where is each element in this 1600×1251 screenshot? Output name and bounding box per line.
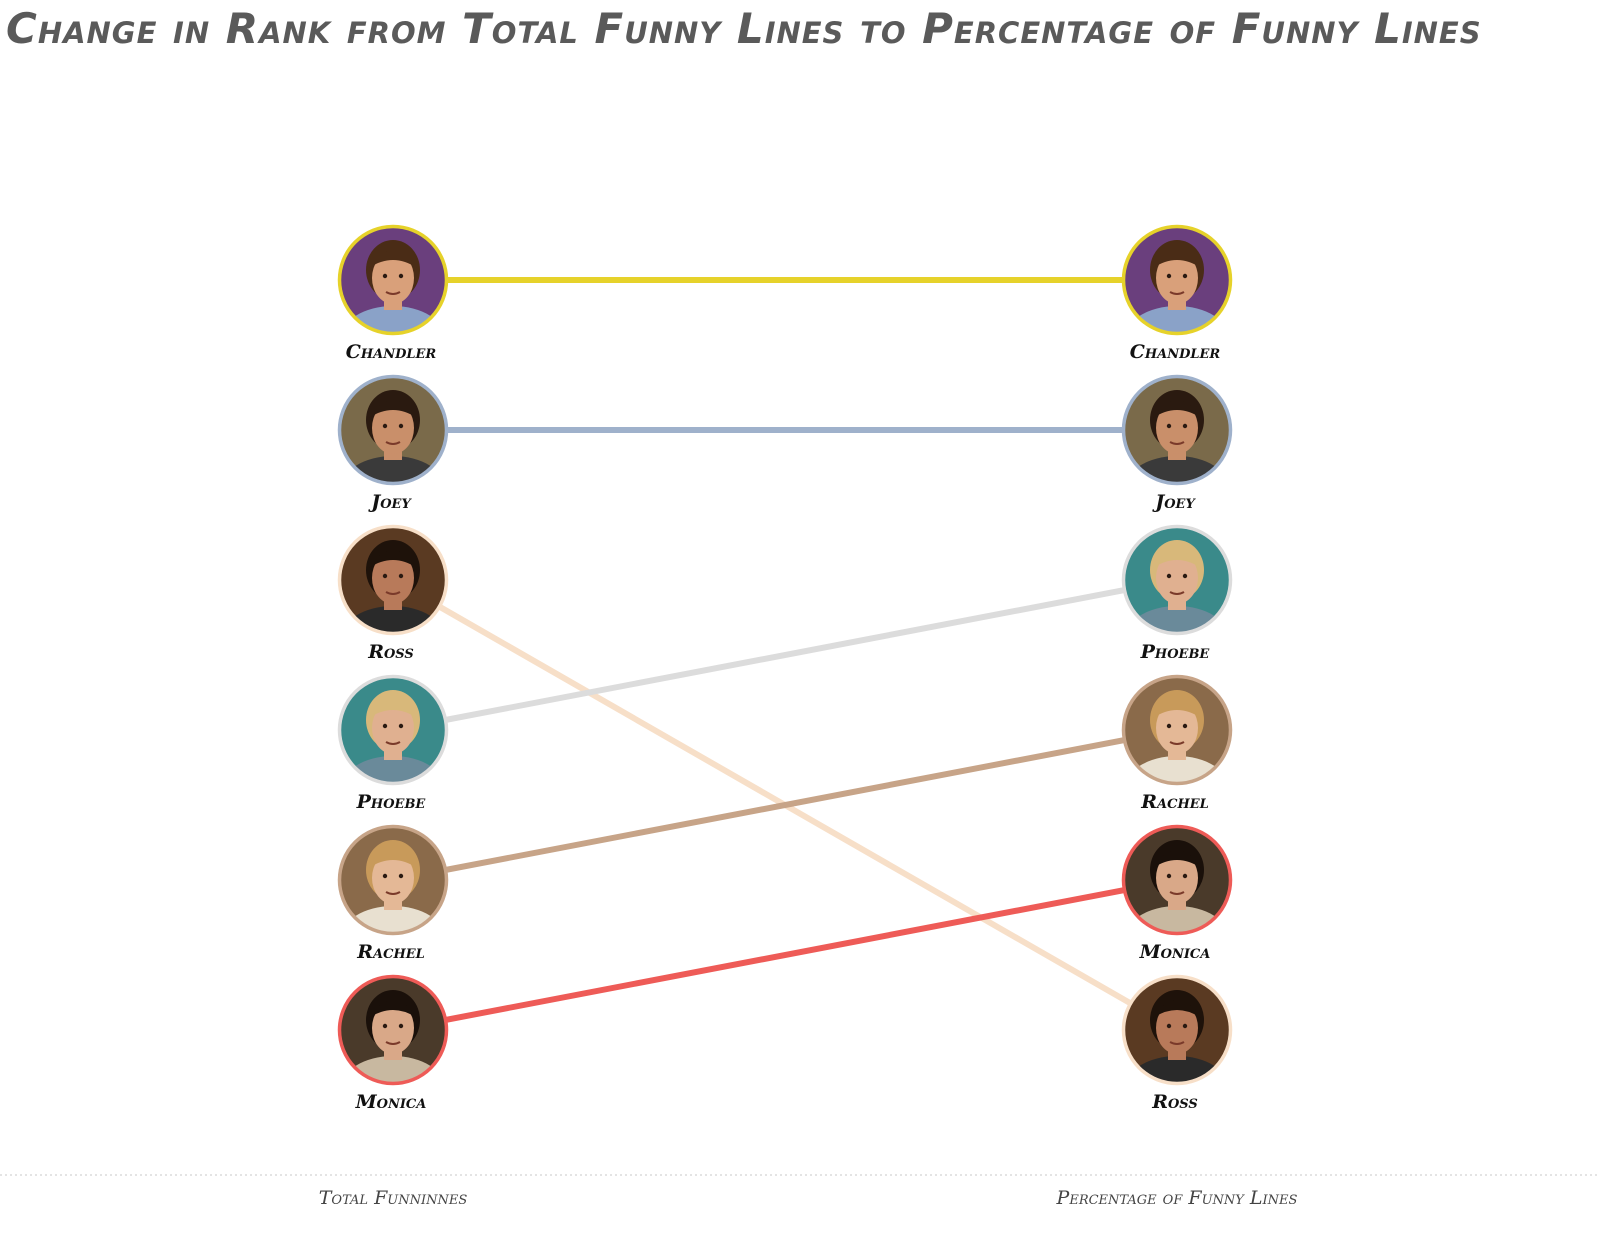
name-label-right-joey: Joey [1152,491,1196,513]
avatar-left-ross [337,524,449,636]
name-label-left-ross: Ross [367,641,414,663]
avatar-right-rachel [1121,674,1233,786]
right-axis-label: Percentage of Funny Lines [1056,1187,1298,1209]
name-label-left-joey: Joey [368,491,412,513]
avatar-left-phoebe [337,674,449,786]
avatar-left-rachel [337,824,449,936]
name-label-left-monica: Monica [355,1091,427,1113]
left-axis-label: Total Funninnes [319,1187,468,1209]
chart-title: Change in Rank from Total Funny Lines to… [6,4,1482,53]
connector-line-phoebe [390,577,1180,733]
avatar-right-chandler [1121,224,1233,336]
connector-lines [390,277,1180,1033]
connector-line-rachel [390,727,1180,883]
avatar-right-joey [1121,374,1233,486]
name-label-right-ross: Ross [1151,1091,1198,1113]
avatar-right-monica [1121,824,1233,936]
avatar-left-joey [337,374,449,486]
avatar-left-monica [337,974,449,1086]
connector-line-monica [390,877,1180,1033]
avatar-right-phoebe [1121,524,1233,636]
name-label-left-phoebe: Phoebe [356,791,427,813]
avatar-markers [337,224,1233,1086]
name-label-right-monica: Monica [1139,941,1211,963]
name-label-left-rachel: Rachel [356,941,425,963]
avatar-right-ross [1121,974,1233,1086]
name-labels: Chandler Chandler Joey Joey Ross Ross Phoebe Ph… [346,341,1221,1113]
name-label-left-chandler: Chandler [346,341,437,363]
name-label-right-chandler: Chandler [1130,341,1221,363]
name-label-right-phoebe: Phoebe [1140,641,1211,663]
name-label-right-rachel: Rachel [1140,791,1209,813]
avatar-left-chandler [337,224,449,336]
